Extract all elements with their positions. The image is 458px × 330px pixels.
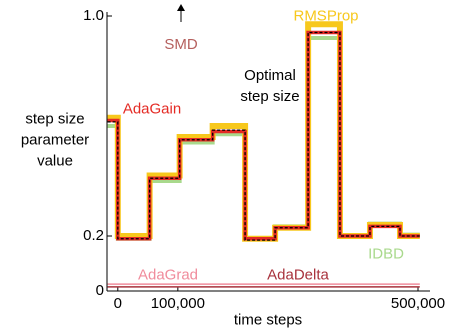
series-line — [107, 30, 420, 241]
series-label: AdaGrad — [137, 266, 199, 284]
series-line — [107, 31, 420, 241]
series-label: RMSProp — [293, 7, 359, 25]
series-label: AdaDelta — [267, 266, 329, 284]
x-tick-label: 0 — [114, 295, 122, 312]
series-label: Optimal step size — [240, 67, 300, 105]
y-tick-label: 0 — [96, 282, 104, 299]
x-tick-label: 100,000 — [151, 295, 205, 312]
x-tick-label: 500,000 — [391, 295, 445, 312]
y-tick-label: 0.2 — [83, 227, 104, 244]
series-line — [107, 21, 420, 242]
y-axis-label: step size parameter value — [20, 110, 90, 170]
y-tick-label: 1.0 — [83, 7, 104, 24]
series-label: IDBD — [368, 245, 404, 263]
series-label: AdaGain — [122, 100, 182, 118]
x-axis-label: time steps — [233, 311, 303, 329]
annotation: SMD — [164, 36, 198, 53]
smd-arrow-head — [177, 4, 185, 11]
